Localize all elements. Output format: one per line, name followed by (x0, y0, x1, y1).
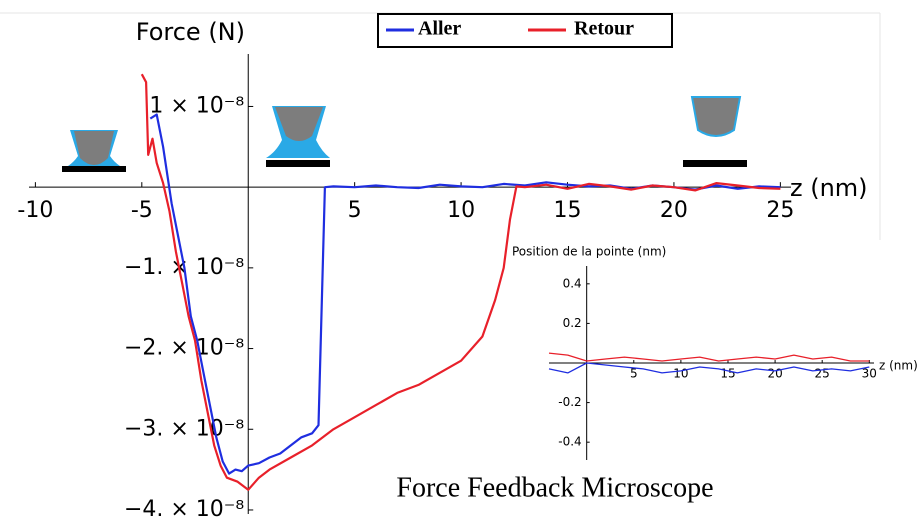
y-tick-label: -0.2 (558, 395, 581, 409)
x-tick-label: 5 (348, 198, 362, 223)
x-tick-label: 25 (766, 198, 794, 223)
x-tick-label: 15 (554, 198, 582, 223)
y-tick-label: −3. × 10⁻⁸ (124, 416, 244, 441)
legend-box (377, 13, 673, 48)
x-tick-label: 5 (630, 367, 638, 381)
series-line (149, 113, 781, 475)
x-tick-label: 10 (673, 367, 688, 381)
x-tick-label: -10 (17, 198, 53, 223)
x-tick-label: 20 (660, 198, 688, 223)
inset-title: Position de la pointe (nm) (512, 245, 666, 259)
x-axis-label: z (nm) (790, 174, 868, 202)
x-tick-label: 25 (815, 367, 830, 381)
series-line (548, 352, 870, 362)
x-tick-label: 20 (767, 367, 782, 381)
y-tick-label: -0.4 (558, 435, 581, 449)
x-tick-label: 15 (720, 367, 735, 381)
y-tick-label: −2. × 10⁻⁸ (124, 336, 244, 361)
series-line (548, 362, 870, 374)
legend: Aller Retour (377, 13, 673, 48)
y-tick-label: 0.2 (563, 316, 582, 330)
y-axis-label: Force (N) (136, 18, 245, 46)
y-tick-label: 1 × 10⁻⁸ (149, 93, 244, 118)
x-tick-label: -5 (131, 198, 153, 223)
tip-icon (266, 106, 330, 167)
y-tick-label: −4. × 10⁻⁸ (124, 497, 244, 522)
caption: Force Feedback Microscope (396, 472, 713, 503)
series-line (140, 73, 781, 491)
inset-x-axis-label: z (nm) (879, 359, 918, 373)
x-tick-label: 30 (862, 367, 877, 381)
tip-icon (683, 96, 747, 167)
legend-label: Aller (418, 18, 461, 40)
y-tick-label: 0.4 (563, 276, 582, 290)
tip-icon (62, 130, 126, 172)
x-tick-label: 10 (447, 198, 475, 223)
legend-label: Retour (574, 18, 634, 40)
